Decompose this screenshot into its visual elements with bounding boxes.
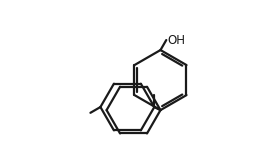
- Text: OH: OH: [167, 34, 185, 47]
